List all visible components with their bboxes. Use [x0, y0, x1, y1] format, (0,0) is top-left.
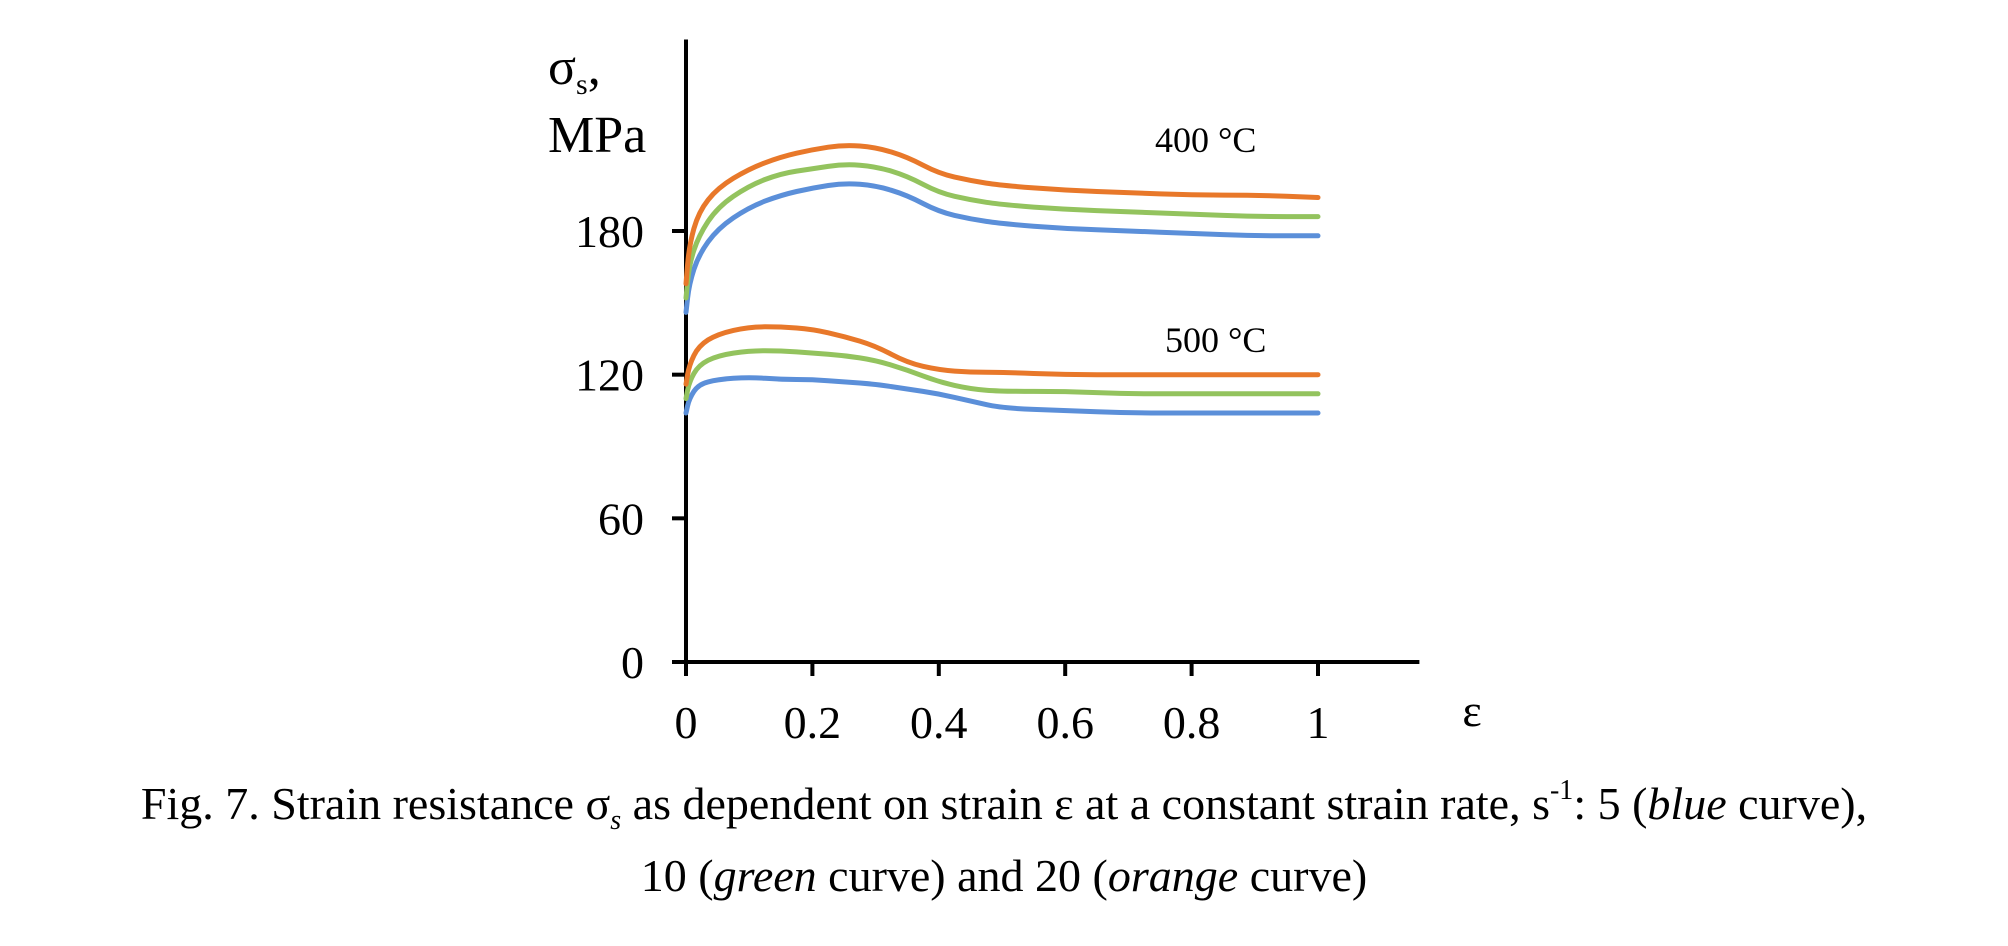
x-tick-label: 1: [1307, 697, 1330, 748]
y-axis-label-unit: MPa: [548, 107, 646, 164]
curve-500c-blue: [683, 375, 1321, 416]
chart-tick-labels: 0 60 120 180 0 0.2 0.4 0.6 0.8 1: [575, 206, 1330, 748]
annotation-500c: 500 °C: [1165, 320, 1266, 360]
x-tick-label: 0.2: [784, 697, 842, 748]
caption-orange-word: orange: [1107, 850, 1239, 901]
annotation-400c: 400 °C: [1155, 120, 1256, 160]
chart-curves: [683, 143, 1321, 416]
y-axis-label-symbol: σs,: [548, 39, 601, 101]
x-tick-label: 0.6: [1036, 697, 1094, 748]
curve-400c-blue: [683, 181, 1321, 315]
curve-400c-green: [683, 162, 1321, 301]
caption-green-word: green: [713, 850, 817, 901]
x-tick-label: 0.4: [910, 697, 968, 748]
caption-line-1: Fig. 7. Strain resistance σs as dependen…: [140, 775, 1868, 836]
caption-blue-word: blue: [1647, 778, 1727, 829]
chart-axes: [672, 39, 1420, 676]
y-axis-label-comma: ,: [588, 39, 601, 96]
x-tick-label: 0: [675, 697, 698, 748]
caption-subscript: s: [610, 805, 622, 836]
y-tick-label: 60: [598, 493, 644, 544]
caption-line-2: 10 (green curve) and 20 (orange curve): [640, 850, 1368, 901]
curve-500c-orange: [683, 324, 1321, 387]
y-axis-label-subscript: s: [576, 68, 588, 101]
strain-resistance-chart: 0 60 120 180 0 0.2 0.4 0.6 0.8 1 σs, MPa ε 400 °C…: [548, 39, 1482, 748]
y-tick-label: 120: [575, 350, 644, 401]
caption-superscript: -1: [1549, 775, 1574, 806]
figure-caption: Fig. 7. Strain resistance σs as dependen…: [0, 768, 2008, 912]
curve-500c-green: [683, 348, 1321, 402]
x-tick-label: 0.8: [1163, 697, 1221, 748]
curve-400c-orange: [683, 143, 1321, 287]
y-tick-label: 180: [575, 206, 644, 257]
y-tick-label: 0: [621, 637, 644, 688]
x-axis-label: ε: [1462, 685, 1481, 736]
